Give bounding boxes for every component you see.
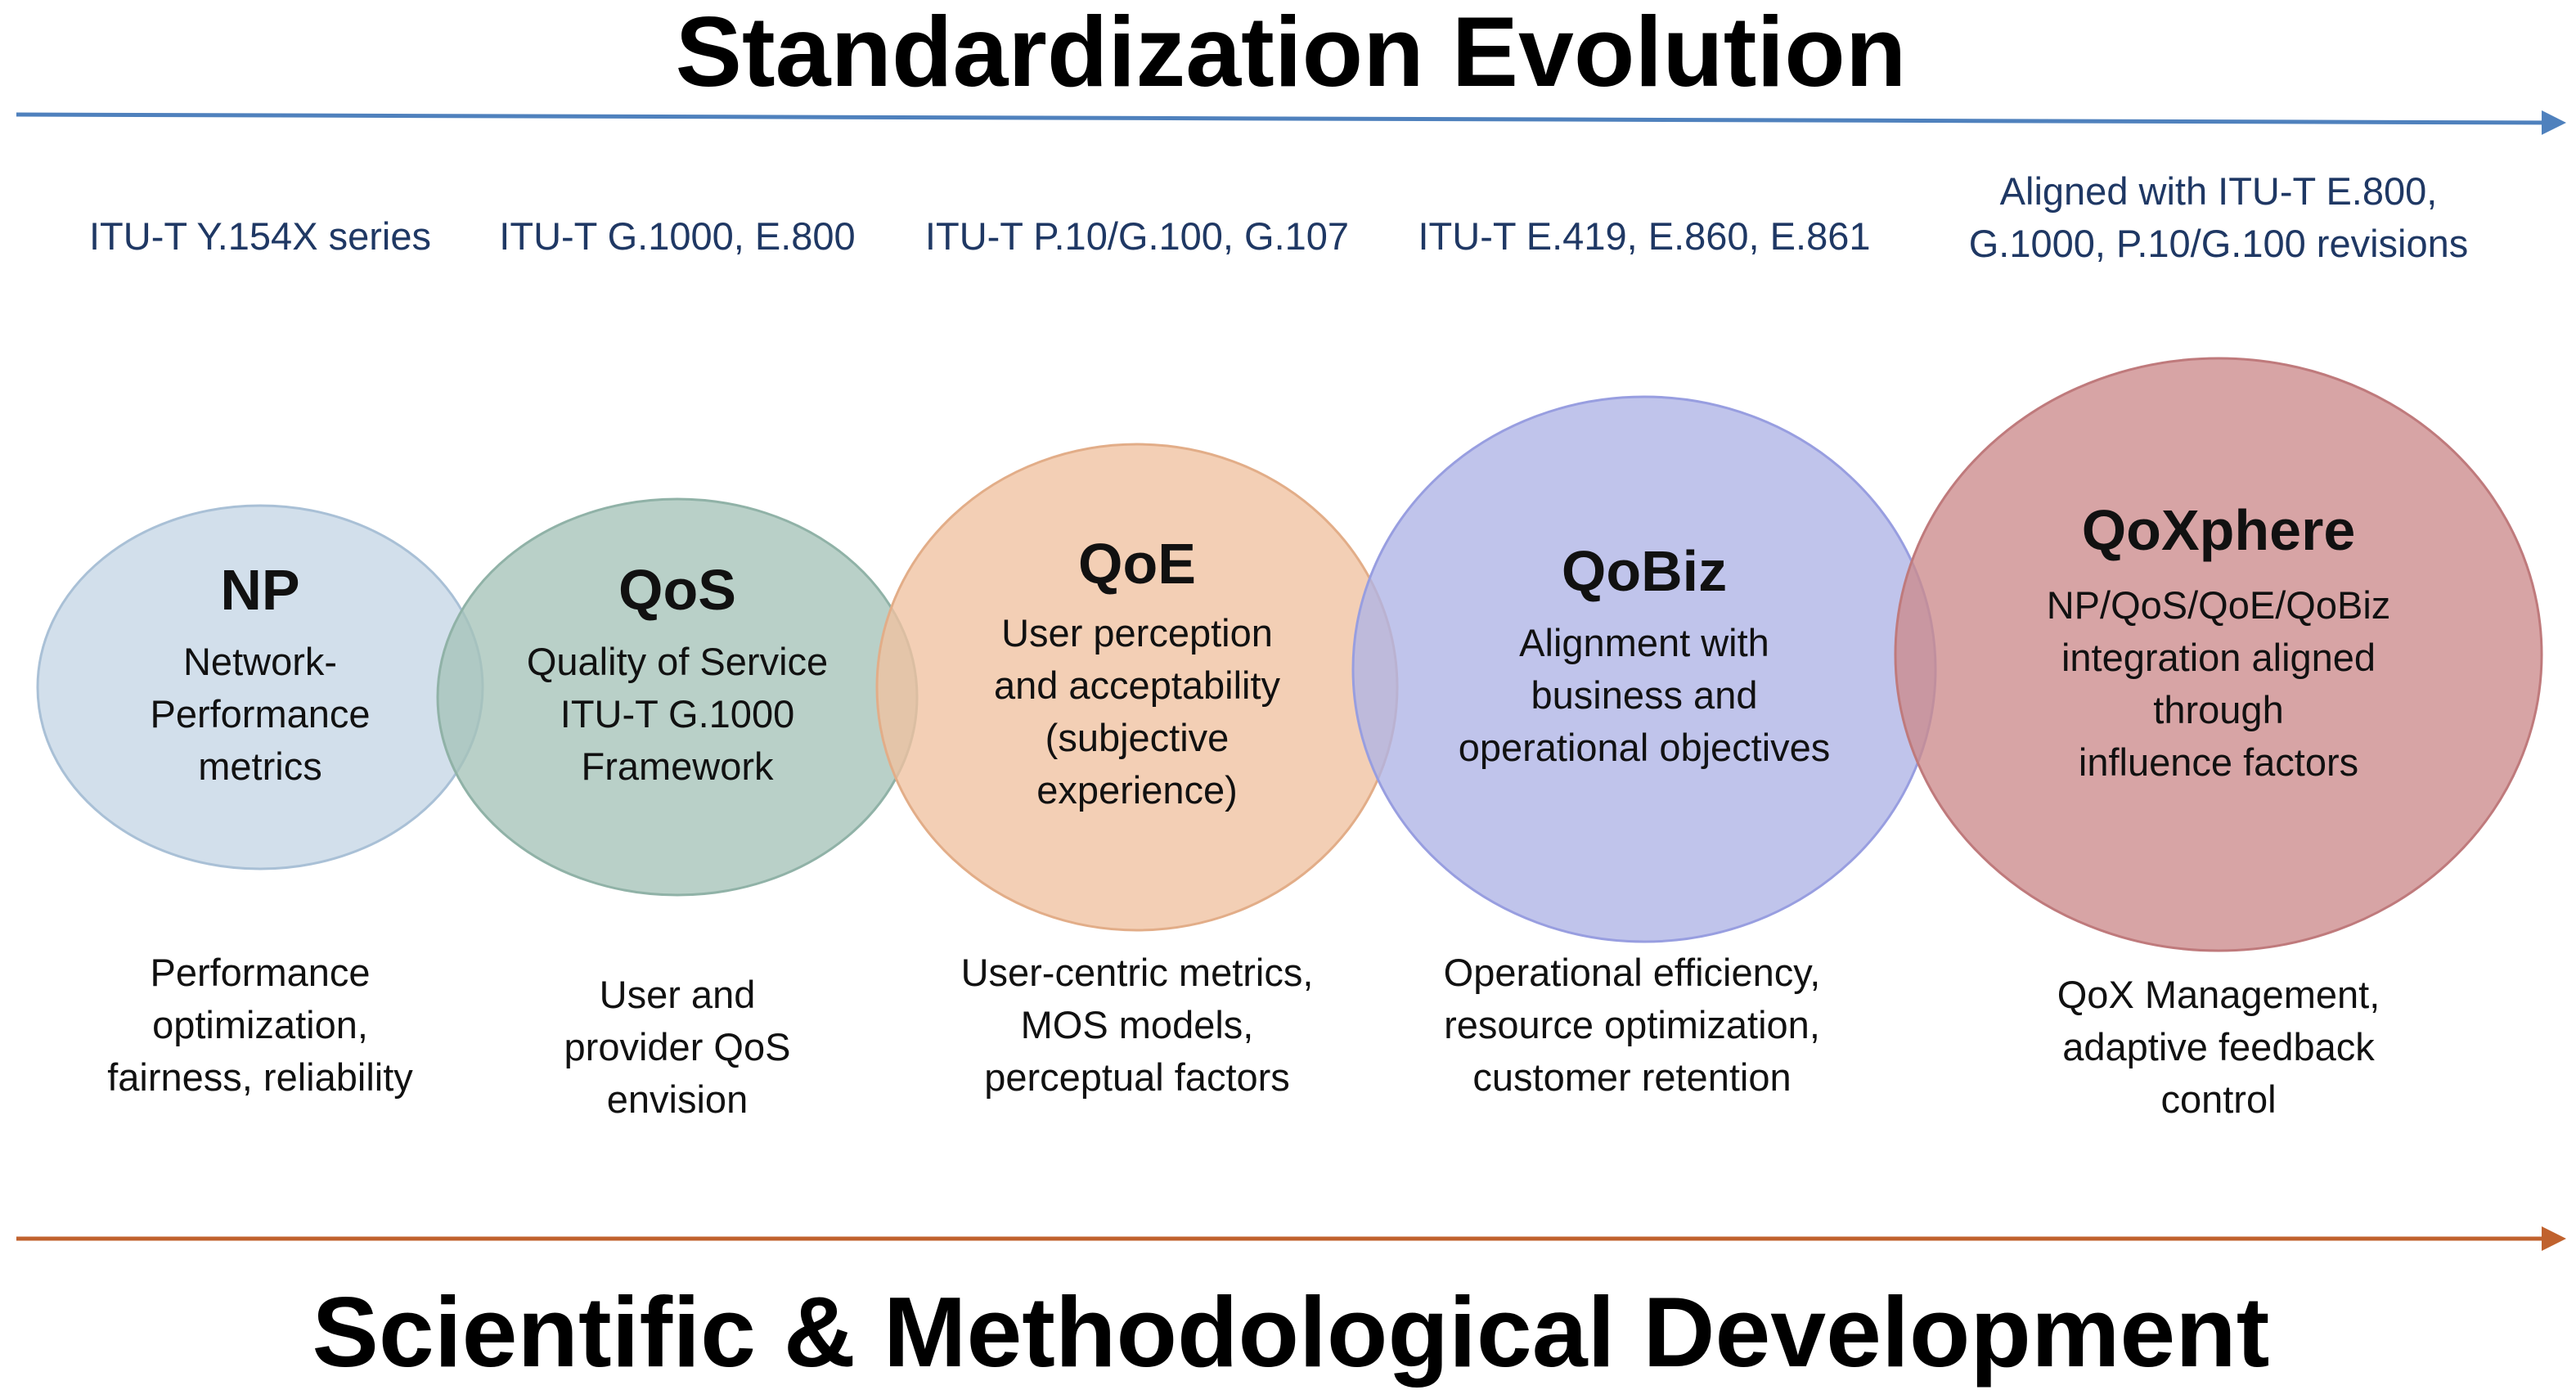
np-description-line: metrics (198, 744, 321, 788)
qoe-description-line: (subjective (1045, 716, 1230, 759)
stages-layer: ITU-T Y.154X series NP Network- Performance… (36, 169, 2543, 1121)
qos-description-line: Quality of Service (527, 640, 828, 683)
qos-outcome-line: User and (600, 973, 756, 1016)
qoxphere-description-line: through (2153, 688, 2283, 731)
qobiz-outcome-line: customer retention (1472, 1055, 1791, 1099)
qobiz-description-line: operational objectives (1459, 726, 1831, 769)
qobiz-description-line: Alignment with (1519, 621, 1769, 664)
qobiz-standards-label: ITU-T E.419, E.860, E.861 (1418, 214, 1871, 258)
np-outcome-line: Performance (150, 951, 370, 994)
qoe-standards-label: ITU-T P.10/G.100, G.107 (925, 214, 1349, 258)
qoxphere-description-line: NP/QoS/QoE/QoBiz (2047, 583, 2391, 627)
qoe-outcome-line: MOS models, (1021, 1003, 1254, 1046)
qobiz-outcome-line: Operational efficiency, (1444, 951, 1821, 994)
qos-standards-label: ITU-T G.1000, E.800 (499, 214, 855, 258)
qos-description-line: Framework (581, 744, 774, 788)
np-description-line: Network- (183, 640, 337, 683)
qoe-title: QoE (1078, 532, 1196, 596)
qoxphere-circle (1894, 357, 2543, 952)
stage-qoxphere: Aligned with ITU-T E.800, G.1000, P.10/G.… (1894, 169, 2543, 1121)
qoe-outcome-line: User-centric metrics, (961, 951, 1314, 994)
qoe-outcome-line: perceptual factors (984, 1055, 1290, 1099)
top-title: Standardization Evolution (676, 0, 1907, 107)
np-description-line: Performance (150, 692, 370, 735)
np-outcome-line: optimization, (152, 1003, 368, 1046)
qoxphere-outcome-line: control (2160, 1077, 2276, 1121)
qos-outcome-line: provider QoS (564, 1025, 791, 1068)
np-standards-label: ITU-T Y.154X series (89, 214, 431, 258)
bottom-title: Scientific & Methodological Development (312, 1276, 2270, 1388)
np-title: NP (220, 558, 299, 622)
qoe-description-line: User perception (1001, 611, 1273, 655)
qoe-description-line: experience) (1036, 768, 1238, 812)
qoxphere-title: QoXphere (2082, 498, 2356, 562)
qoe-description-line: and acceptability (994, 664, 1281, 707)
qos-outcome-line: envision (607, 1077, 748, 1121)
qos-description-line: ITU-T G.1000 (560, 692, 794, 735)
qoxphere-description-line: influence factors (2079, 740, 2358, 784)
qobiz-title: QoBiz (1562, 539, 1727, 603)
qoxphere-outcome-line: QoX Management, (2057, 973, 2380, 1016)
qobiz-circle (1351, 395, 1937, 943)
qobiz-outcome-line: resource optimization, (1444, 1003, 1820, 1046)
qoxphere-description-line: integration aligned (2061, 636, 2376, 679)
stage-qos: ITU-T G.1000, E.800 QoS Quality of Service… (436, 214, 919, 1121)
stage-np: ITU-T Y.154X series NP Network- Performance… (36, 214, 484, 1099)
qoxphere-standards-label: G.1000, P.10/G.100 revisions (1969, 222, 2469, 265)
qobiz-description-line: business and (1531, 673, 1758, 717)
qos-title: QoS (618, 558, 736, 622)
stage-qoe: ITU-T P.10/G.100, G.107 QoE User perceptio… (875, 214, 1399, 1099)
np-outcome-line: fairness, reliability (107, 1055, 413, 1099)
qoxphere-standards-label: Aligned with ITU-T E.800, (2000, 169, 2438, 213)
qoxphere-outcome-line: adaptive feedback (2062, 1025, 2375, 1068)
stage-qobiz: ITU-T E.419, E.860, E.861 QoBiz Alignment … (1351, 214, 1937, 1099)
standardization-arrow (16, 110, 2566, 135)
